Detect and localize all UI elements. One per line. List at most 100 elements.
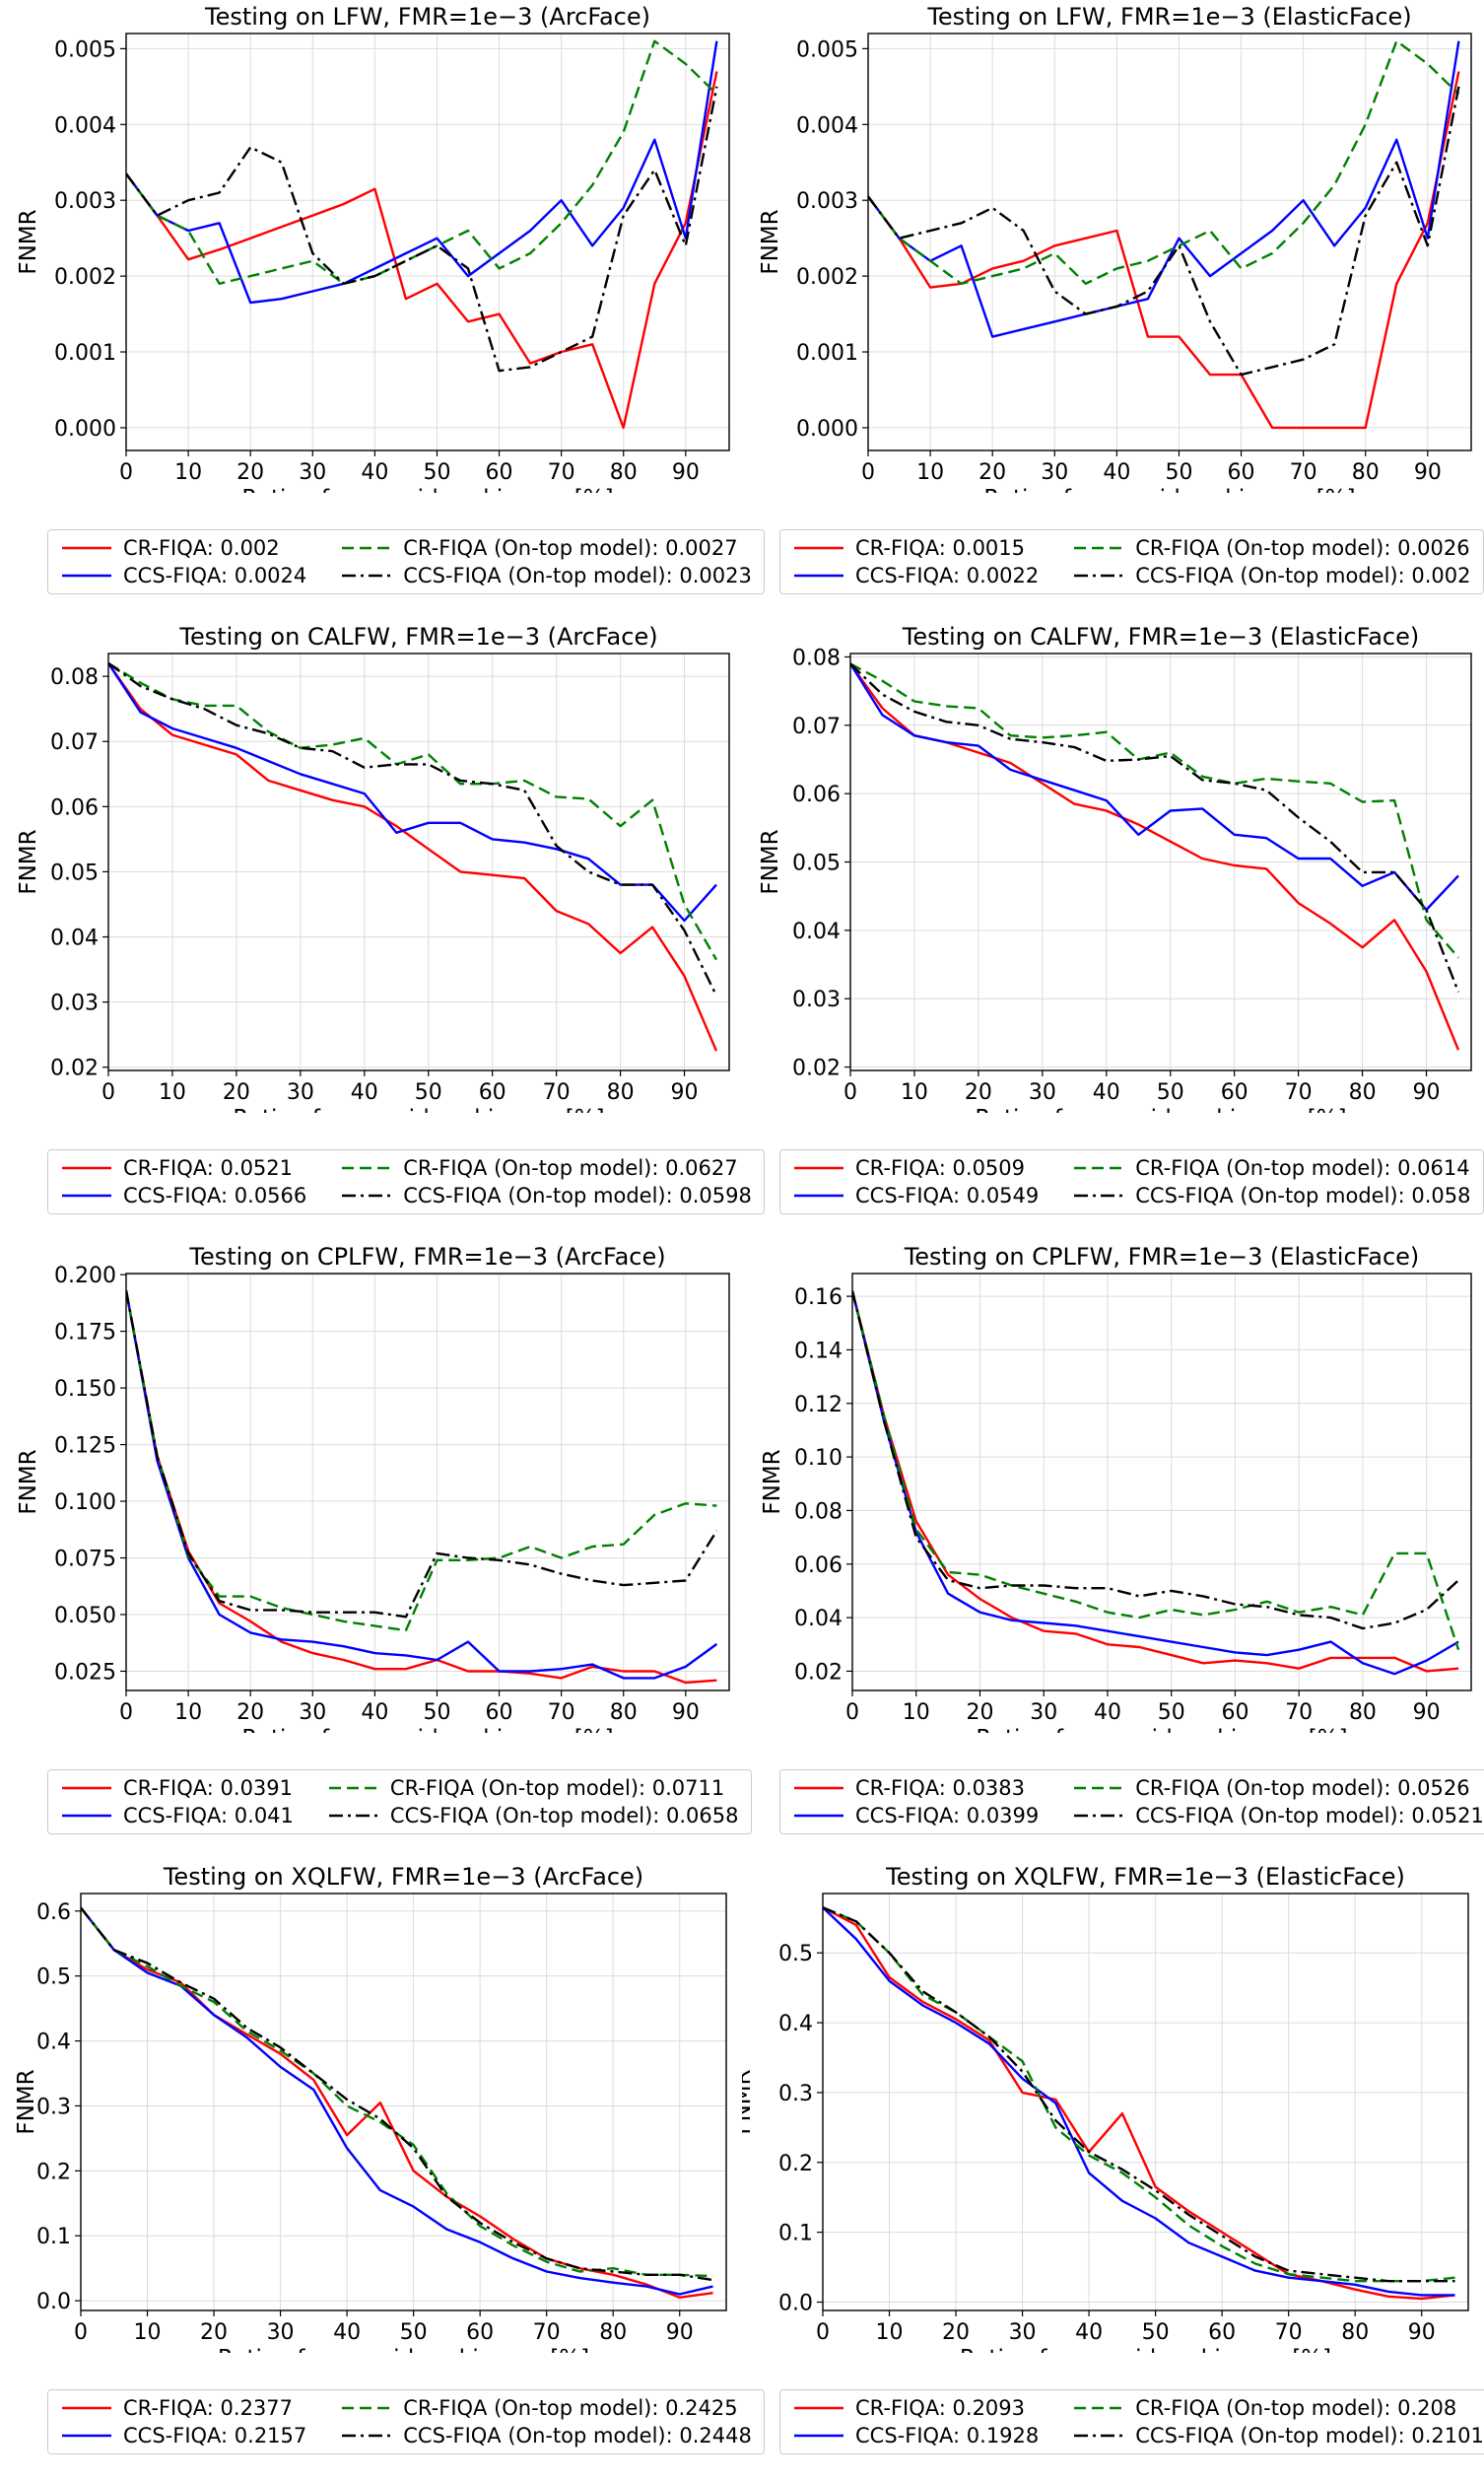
legend-swatch [1074,1786,1124,1790]
x-tick-label: 10 [159,1080,186,1105]
x-tick-label: 80 [610,460,638,485]
legend-label: CR-FIQA (On-top model): 0.208 [1135,2396,1457,2420]
x-tick-label: 0 [119,1700,133,1725]
legend-item: CCS-FIQA: 0.0022 [792,564,1039,587]
x-tick-label: 30 [1030,1700,1057,1725]
x-axis-label: Ratio of unconsidered image [%] [218,2346,589,2353]
legend-label: CCS-FIQA: 0.0566 [123,1184,307,1207]
legend-label: CR-FIQA (On-top model): 0.0614 [1135,1156,1470,1180]
y-tick-label: 0.100 [54,1490,116,1515]
legend-swatch [794,1786,843,1790]
x-tick-label: 70 [548,460,575,485]
legend-label: CR-FIQA (On-top model): 0.2425 [403,2396,738,2420]
legend-swatch [1074,2434,1124,2438]
x-tick-label: 80 [1352,460,1380,485]
y-tick-label: 0.005 [796,37,858,62]
legend-label: CR-FIQA (On-top model): 0.0627 [403,1156,738,1180]
chart-title: Testing on CPLFW, FMR=1e−3 (ElasticFace) [904,1243,1420,1271]
legend-item: CR-FIQA: 0.2377 [60,2396,306,2420]
x-tick-label: 20 [236,460,264,485]
legend-item: CCS-FIQA (On-top model): 0.2101 [1072,2424,1484,2447]
legend-label: CR-FIQA: 0.0509 [855,1156,1026,1180]
y-axis-label: FNMR [16,209,41,274]
x-tick-label: 70 [543,1080,571,1105]
plot-frame [851,1273,1472,1691]
legend-item: CR-FIQA (On-top model): 0.208 [1072,2396,1484,2420]
x-tick-label: 90 [1413,1080,1441,1105]
legend-label: CR-FIQA: 0.0521 [123,1156,294,1180]
x-tick-label: 70 [533,2320,561,2345]
x-tick-label: 30 [299,1700,326,1725]
x-tick-label: 0 [101,1080,115,1105]
x-tick-label: 40 [1075,2320,1103,2345]
y-tick-label: 0.04 [794,1607,843,1631]
legend-label: CR-FIQA (On-top model): 0.0711 [389,1776,725,1800]
legend-item: CCS-FIQA (On-top model): 0.002 [1072,564,1471,587]
legend-item: CR-FIQA (On-top model): 0.0627 [340,1156,752,1180]
x-axis-label: Ratio of unconsidered image [%] [233,1106,604,1113]
x-tick-label: 40 [1103,460,1130,485]
x-axis-label: Ratio of unconsidered image [%] [960,2346,1331,2353]
legend-swatch [62,1194,111,1198]
legend-swatch [794,574,843,578]
y-tick-label: 0.001 [54,341,116,366]
y-tick-label: 0.16 [794,1285,843,1310]
legend-swatch [794,1194,843,1198]
legend-item: CCS-FIQA (On-top model): 0.0598 [340,1184,752,1207]
legend: CR-FIQA: 0.0015 CR-FIQA (On-top model): 0… [779,529,1484,594]
legend: CR-FIQA: 0.0391 CR-FIQA (On-top model): 0… [47,1769,752,1834]
chart-svg: Testing on CALFW, FMR=1e−3 (ElasticFace)… [758,623,1472,1113]
x-tick-label: 30 [1029,1080,1056,1105]
y-tick-label: 0.003 [54,189,116,214]
x-tick-label: 70 [1290,460,1317,485]
series-line [126,1289,718,1619]
legend-swatch [794,2434,843,2438]
x-tick-label: 80 [1341,2320,1369,2345]
chart-title: Testing on LFW, FMR=1e−3 (ElasticFace) [926,3,1411,31]
x-tick-label: 30 [287,1080,314,1105]
series-line [81,1906,713,2299]
plot-frame [867,33,1472,451]
chart-title: Testing on XQLFW, FMR=1e−3 (ArcFace) [163,1863,643,1891]
series-line [126,1289,718,1680]
legend-swatch [62,574,111,578]
legend-item: CCS-FIQA (On-top model): 0.0658 [327,1804,739,1827]
y-tick-label: 0.02 [50,1057,99,1081]
legend-item: CCS-FIQA: 0.2157 [60,2424,306,2447]
y-tick-label: 0.14 [794,1339,843,1363]
y-tick-label: 0.08 [794,1499,843,1524]
legend-swatch [342,2406,392,2410]
series-line [823,1906,1455,2301]
chart-panel: Testing on CALFW, FMR=1e−3 (ElasticFace)… [742,620,1484,1240]
x-tick-label: 60 [479,1080,506,1105]
x-axis-label: Ratio of unconsidered image [%] [983,486,1355,493]
legend-item: CR-FIQA (On-top model): 0.0614 [1072,1156,1470,1180]
x-tick-label: 40 [1093,1080,1120,1105]
x-tick-label: 70 [1275,2320,1303,2345]
x-tick-label: 90 [1414,460,1442,485]
x-tick-label: 60 [1228,460,1255,485]
series-line [81,1906,713,2282]
y-axis-label: FNMR [742,2069,756,2134]
x-tick-label: 0 [119,460,133,485]
y-tick-label: 0.050 [54,1604,116,1628]
legend-label: CR-FIQA (On-top model): 0.0526 [1135,1776,1470,1800]
legend: CR-FIQA: 0.002 CR-FIQA (On-top model): 0.… [47,529,765,594]
legend: CR-FIQA: 0.0383 CR-FIQA (On-top model): 0… [779,1769,1484,1834]
series-line [126,40,718,305]
y-tick-label: 0.04 [792,920,841,944]
y-tick-label: 0.0 [778,2291,813,2315]
x-tick-label: 50 [1157,1080,1184,1105]
x-tick-label: 30 [299,460,326,485]
x-tick-label: 20 [965,1080,992,1105]
x-tick-label: 20 [200,2320,228,2345]
legend-swatch [794,546,843,550]
legend: CR-FIQA: 0.0521 CR-FIQA (On-top model): 0… [47,1149,765,1214]
legend-label: CR-FIQA (On-top model): 0.0027 [403,536,738,560]
series-line [81,1906,713,2278]
y-tick-label: 0.05 [50,861,99,885]
x-tick-label: 40 [361,1700,388,1725]
chart-svg: Testing on XQLFW, FMR=1e−3 (ElasticFace)… [742,1863,1469,2353]
legend-item: CCS-FIQA: 0.0399 [792,1804,1039,1827]
legend-item: CCS-FIQA: 0.0566 [60,1184,306,1207]
